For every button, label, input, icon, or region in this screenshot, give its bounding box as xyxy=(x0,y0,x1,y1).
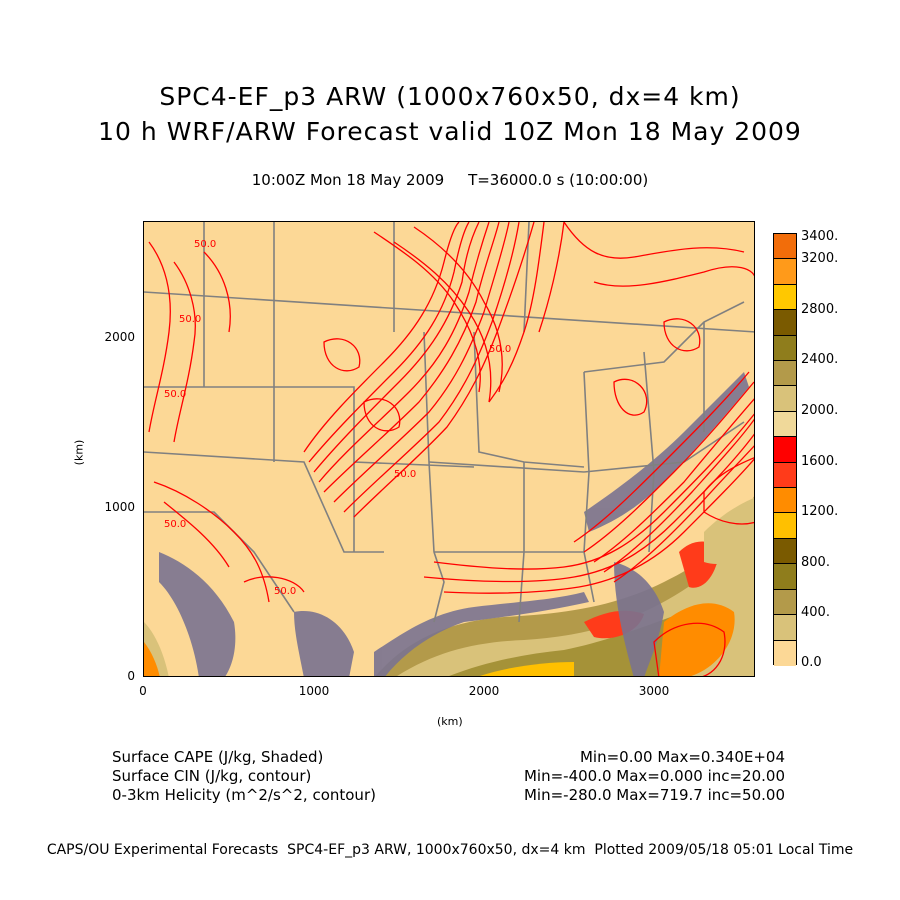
colorbar-segment xyxy=(774,538,796,565)
colorbar-segment xyxy=(774,411,796,438)
colorbar-segment xyxy=(774,437,796,463)
colorbar-segment xyxy=(774,488,796,514)
colorbar-segment xyxy=(774,284,796,311)
contour-label: 50.0 xyxy=(274,586,296,597)
plot-footer: CAPS/OU Experimental Forecasts SPC4-EF_p… xyxy=(46,842,854,858)
colorbar-segment xyxy=(774,640,796,666)
colorbar-label: 0.0 xyxy=(801,655,822,670)
x-tick-label: 1000 xyxy=(298,684,330,698)
legend-field-cape: Surface CAPE (J/kg, Shaded) xyxy=(112,748,324,766)
colorbar-segment xyxy=(774,234,796,260)
contour-label: 50.0 xyxy=(194,239,216,250)
x-tick-label: 0 xyxy=(139,684,147,698)
x-axis-label: (km) xyxy=(437,715,463,728)
colorbar-segment xyxy=(774,386,796,412)
colorbar-label: 3400. xyxy=(801,229,839,244)
contour-label: 50.0 xyxy=(164,519,186,530)
contour-lines xyxy=(148,222,754,676)
colorbar-label: 2000. xyxy=(801,403,839,418)
y-axis-label: (km) xyxy=(72,439,86,466)
colorbar-segment xyxy=(774,259,796,285)
colorbar-segment xyxy=(774,335,796,362)
contour-label: 50.0 xyxy=(179,314,201,325)
contour-label: 50.0 xyxy=(164,389,186,400)
legend-field-helicity: 0-3km Helicity (m^2/s^2, contour) xyxy=(112,786,376,804)
contour-label: 50.0 xyxy=(489,344,511,355)
colorbar-label: 400. xyxy=(801,605,830,620)
colorbar-segment xyxy=(774,589,796,616)
x-tick-label: 3000 xyxy=(638,684,670,698)
colorbar-segment xyxy=(774,310,796,336)
color-scale-bar xyxy=(773,233,797,666)
x-tick-label: 2000 xyxy=(468,684,500,698)
legend-stats-cin: Min=-400.0 Max=0.000 inc=20.00 xyxy=(523,767,785,785)
y-tick-label: 0 xyxy=(127,669,135,683)
title-line-2: 10 h WRF/ARW Forecast valid 10Z Mon 18 M… xyxy=(98,117,802,146)
colorbar-label: 2800. xyxy=(801,302,839,317)
contour-label: 50.0 xyxy=(394,469,416,480)
colorbar-label: 3200. xyxy=(801,251,839,266)
colorbar-label: 1200. xyxy=(801,504,839,519)
colorbar-label: 1600. xyxy=(801,454,839,469)
legend-field-cin: Surface CIN (J/kg, contour) xyxy=(112,767,312,785)
colorbar-segment xyxy=(774,462,796,489)
political-boundaries xyxy=(144,222,754,623)
colorbar-label: 800. xyxy=(801,555,830,570)
map-svg: 50.0 50.0 50.0 50.0 50.0 50.0 50.0 xyxy=(144,222,754,676)
legend-stats-helicity: Min=-280.0 Max=719.7 inc=50.00 xyxy=(523,786,785,804)
colorbar-label: 2400. xyxy=(801,352,839,367)
y-tick-label: 2000 xyxy=(104,330,135,344)
forecast-map: 50.0 50.0 50.0 50.0 50.0 50.0 50.0 xyxy=(143,221,755,677)
cape-shading xyxy=(144,496,754,676)
colorbar-segment xyxy=(774,361,796,387)
y-tick-label: 1000 xyxy=(104,500,135,514)
legend-stats-cape: Min=0.00 Max=0.340E+04 xyxy=(579,748,785,766)
title-line-1: SPC4-EF_p3 ARW (1000x760x50, dx=4 km) xyxy=(159,82,741,111)
colorbar-segment xyxy=(774,615,796,641)
terrain-mask xyxy=(159,372,749,676)
colorbar-segment xyxy=(774,513,796,539)
colorbar-segment xyxy=(774,564,796,590)
valid-time-subtitle: 10:00Z Mon 18 May 2009 T=36000.0 s (10:0… xyxy=(251,171,649,189)
